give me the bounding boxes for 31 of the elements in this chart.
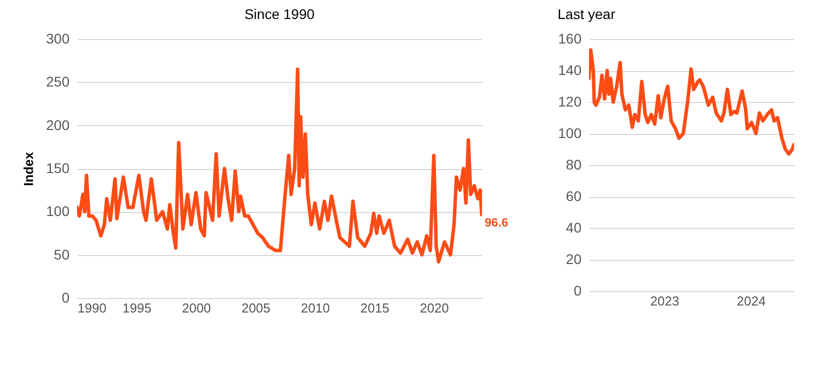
y-tick-label: 150	[46, 160, 70, 176]
x-tick-label: 2000	[182, 300, 211, 316]
y-axis-title: Index	[21, 151, 36, 186]
y-tick-label: 250	[46, 74, 70, 90]
chart-title: Last year	[558, 6, 616, 22]
x-tick-label: 2020	[420, 300, 449, 316]
x-tick-label: 2023	[650, 294, 680, 308]
y-tick-label: 100	[46, 203, 70, 220]
line-series	[77, 67, 482, 264]
y-tick-label: 160	[558, 30, 582, 46]
x-tick-label: 1990	[78, 300, 106, 316]
y-tick-label: 300	[46, 30, 70, 46]
y-tick-label: 40	[566, 220, 582, 236]
x-tick-label: 2015	[360, 300, 390, 316]
y-tick-label: 0	[62, 290, 70, 306]
y-tick-label: 60	[566, 188, 582, 204]
y-tick-label: 80	[566, 156, 582, 172]
y-tick-label: 100	[558, 125, 582, 141]
x-tick-label: 2010	[300, 300, 330, 316]
y-tick-label: 50	[54, 246, 70, 262]
x-tick-label: 2005	[241, 300, 270, 316]
y-tick-label: 140	[558, 62, 582, 78]
y-tick-label: 120	[558, 94, 582, 110]
annotation: 96.6	[484, 216, 508, 230]
line-series	[589, 48, 794, 156]
y-tick-label: 200	[46, 116, 70, 133]
x-tick-label: 2024	[736, 294, 766, 308]
y-tick-label: 0	[574, 282, 582, 298]
y-tick-label: 20	[566, 251, 582, 267]
x-tick-label: 1995	[122, 300, 152, 316]
chart-title: Since 1990	[244, 6, 315, 22]
